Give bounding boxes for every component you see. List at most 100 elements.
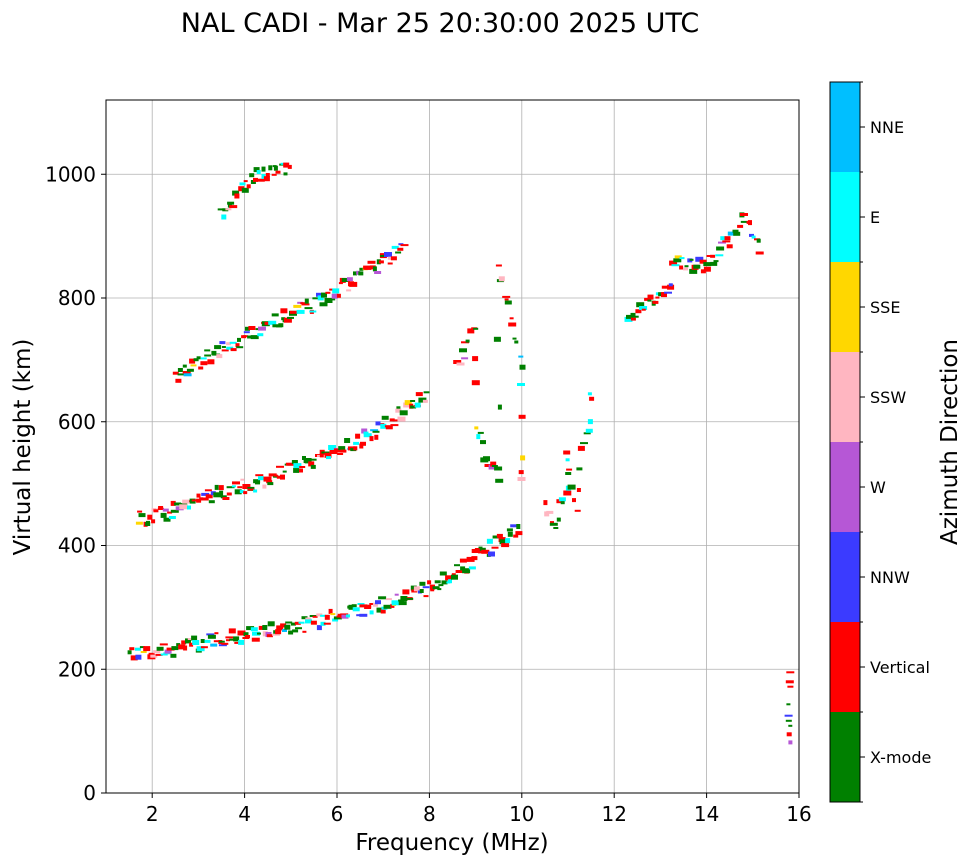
echo-point	[630, 317, 636, 321]
echo-point	[359, 604, 368, 608]
y-tick-label: 0	[83, 781, 96, 805]
echo-point	[737, 224, 744, 228]
echo-point	[441, 580, 448, 585]
echo-point	[477, 431, 484, 434]
echo-point	[257, 632, 261, 635]
echo-point	[384, 252, 392, 257]
echo-point	[140, 651, 147, 653]
echo-point	[187, 505, 191, 510]
echo-point	[632, 315, 639, 318]
echo-point	[331, 293, 338, 299]
echo-point	[508, 322, 517, 327]
echo-point	[556, 517, 561, 522]
echo-point	[367, 260, 376, 264]
echo-point	[784, 714, 793, 717]
echo-point	[495, 478, 504, 483]
echo-point	[506, 528, 513, 532]
echo-point	[301, 303, 310, 306]
echo-point	[258, 625, 264, 630]
echo-point	[726, 244, 733, 249]
echo-point	[491, 546, 499, 549]
echo-point	[786, 703, 791, 706]
echo-point	[320, 621, 326, 626]
echo-point	[486, 538, 493, 544]
echo-point	[748, 220, 752, 226]
echo-point	[200, 646, 208, 649]
echo-point	[389, 418, 395, 422]
echo-point	[493, 336, 501, 342]
echo-point	[222, 497, 230, 500]
echo-point	[474, 426, 479, 430]
echo-point	[221, 349, 229, 352]
echo-point	[287, 463, 296, 466]
colorbar-category-label: W	[870, 478, 886, 497]
y-tick-label: 1000	[45, 162, 96, 186]
echo-point	[196, 493, 201, 498]
echo-point	[498, 276, 505, 282]
echo-point	[576, 488, 581, 492]
echo-point	[434, 580, 441, 584]
echo-point	[251, 637, 260, 642]
echo-point	[226, 492, 232, 496]
echo-point	[689, 258, 694, 261]
colorbar: X-mode Vertical NNW W SSW SSE E NNE	[829, 81, 931, 803]
echo-point	[220, 495, 227, 499]
echo-point	[456, 362, 465, 366]
echo-point	[397, 416, 406, 422]
echo-point	[669, 260, 678, 266]
echo-point	[328, 608, 333, 614]
echo-point	[170, 500, 176, 506]
echo-point	[785, 719, 792, 722]
colorbar-segment	[830, 262, 860, 352]
echo-point	[248, 326, 256, 330]
colorbar-segment	[830, 352, 860, 442]
echo-point	[276, 475, 282, 479]
colorbar-segment	[830, 442, 860, 532]
echo-point	[376, 607, 382, 613]
echo-point	[237, 486, 243, 489]
echo-point	[398, 601, 407, 606]
echo-point	[661, 292, 667, 298]
colorbar-category-label: NNE	[870, 118, 904, 137]
echo-point	[385, 598, 392, 601]
echo-point	[372, 430, 380, 433]
echo-point	[341, 614, 349, 619]
colorbar-segment	[830, 622, 860, 712]
echo-point	[341, 278, 350, 282]
echo-point	[256, 178, 265, 182]
echo-point	[135, 654, 142, 660]
echo-point	[316, 625, 322, 631]
echo-point	[674, 255, 682, 259]
echo-point	[272, 324, 279, 328]
echo-point	[189, 358, 196, 364]
echo-point	[481, 549, 490, 554]
echo-point	[520, 455, 526, 461]
echo-point	[720, 236, 727, 241]
echo-point	[143, 646, 151, 652]
echo-point	[150, 654, 158, 658]
echo-point	[667, 284, 675, 290]
echo-point	[693, 264, 701, 269]
echo-point	[395, 251, 402, 254]
echo-point	[316, 613, 323, 617]
echo-point	[243, 180, 248, 183]
y-tick-label: 600	[58, 410, 96, 434]
echo-point	[499, 539, 506, 545]
echo-point	[245, 326, 250, 331]
echo-point	[222, 208, 229, 212]
echo-point	[207, 359, 215, 365]
echo-point	[679, 265, 684, 270]
echo-point	[172, 371, 179, 375]
x-tick-label: 6	[331, 802, 344, 826]
echo-point	[505, 538, 511, 544]
echo-point	[357, 603, 365, 605]
colorbar-category-label: Vertical	[870, 658, 930, 677]
echo-point	[580, 442, 588, 445]
echo-point	[252, 631, 260, 636]
echo-point	[321, 292, 327, 298]
echo-point	[392, 419, 401, 422]
colorbar-frame	[829, 81, 861, 803]
echo-point	[156, 646, 164, 651]
echo-point	[242, 484, 251, 489]
colorbar-category-label: SSW	[870, 388, 906, 407]
